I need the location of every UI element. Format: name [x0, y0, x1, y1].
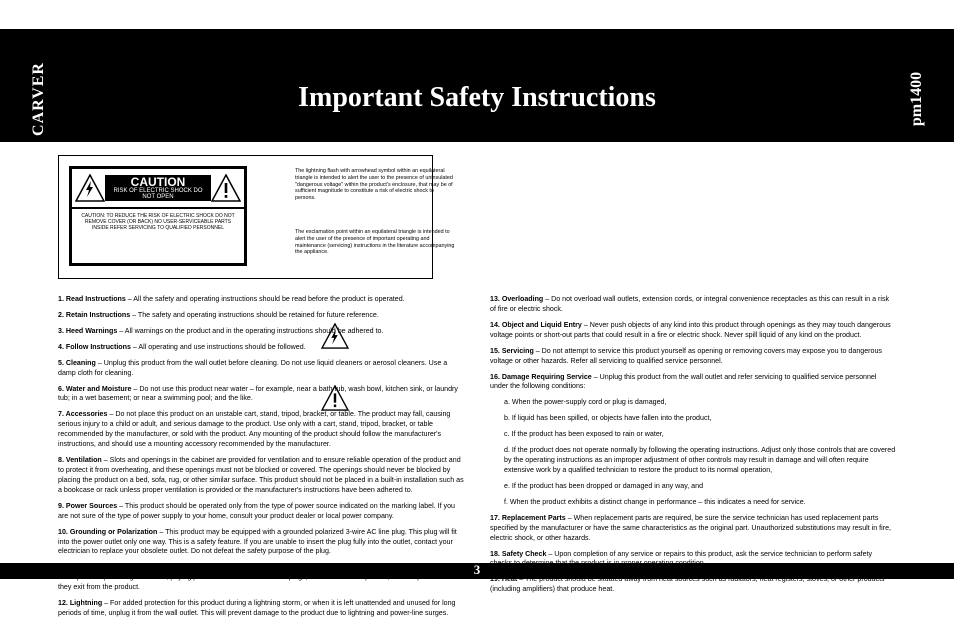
- instruction-item: 13. Overloading – Do not overload wall o…: [490, 295, 896, 315]
- instruction-item: e. If the product has been dropped or da…: [490, 482, 896, 492]
- instruction-item: a. When the power-supply cord or plug is…: [490, 398, 896, 408]
- instruction-item: 5. Cleaning – Unplug this product from t…: [58, 359, 464, 379]
- instruction-item: 14. Object and Liquid Entry – Never push…: [490, 321, 896, 341]
- instruction-item: b. If liquid has been spilled, or object…: [490, 414, 896, 424]
- page-number: 3: [0, 562, 954, 578]
- instruction-item: 15. Servicing – Do not attempt to servic…: [490, 347, 896, 367]
- instruction-item: 10. Grounding or Polarization – This pro…: [58, 528, 464, 558]
- caution-sub: RISK OF ELECTRIC SHOCK DO NOT OPEN: [113, 188, 203, 200]
- instruction-item: 2. Retain Instructions – The safety and …: [58, 311, 464, 321]
- instruction-item: 9. Power Sources – This product should b…: [58, 502, 464, 522]
- instruction-item: 3. Heed Warnings – All warnings on the p…: [58, 327, 464, 337]
- lightning-icon: [75, 174, 105, 202]
- caution-label: CAUTION RISK OF ELECTRIC SHOCK DO NOT OP…: [105, 175, 211, 201]
- instruction-item: 7. Accessories – Do not place this produ…: [58, 410, 464, 450]
- exclamation-icon: [211, 174, 241, 202]
- lightning-explanation: The lightning flash with arrowhead symbo…: [295, 168, 455, 202]
- instruction-item: 17. Replacement Parts – When replacement…: [490, 514, 896, 544]
- instruction-item: 1. Read Instructions – All the safety an…: [58, 295, 464, 305]
- instruction-item: f. When the product exhibits a distinct …: [490, 498, 896, 508]
- caution-inner: CAUTION RISK OF ELECTRIC SHOCK DO NOT OP…: [69, 166, 247, 266]
- instruction-item: 12. Lightning – For added protection for…: [58, 599, 464, 619]
- caution-body: CAUTION: TO REDUCE THE RISK OF ELECTRIC …: [72, 207, 244, 235]
- instruction-item: 8. Ventilation – Slots and openings in t…: [58, 456, 464, 496]
- page-title: Important Safety Instructions: [0, 82, 954, 114]
- exclamation-explanation: The exclamation point within an equilate…: [295, 229, 455, 256]
- caution-top-row: CAUTION RISK OF ELECTRIC SHOCK DO NOT OP…: [72, 169, 244, 207]
- instruction-item: 16. Damage Requiring Service – Unplug th…: [490, 373, 896, 393]
- instruction-item: c. If the product has been exposed to ra…: [490, 430, 896, 440]
- instruction-item: 6. Water and Moisture – Do not use this …: [58, 385, 464, 405]
- caution-word: CAUTION: [131, 175, 186, 189]
- instruction-item: d. If the product does not operate norma…: [490, 446, 896, 476]
- instruction-item: 4. Follow Instructions – All operating a…: [58, 343, 464, 353]
